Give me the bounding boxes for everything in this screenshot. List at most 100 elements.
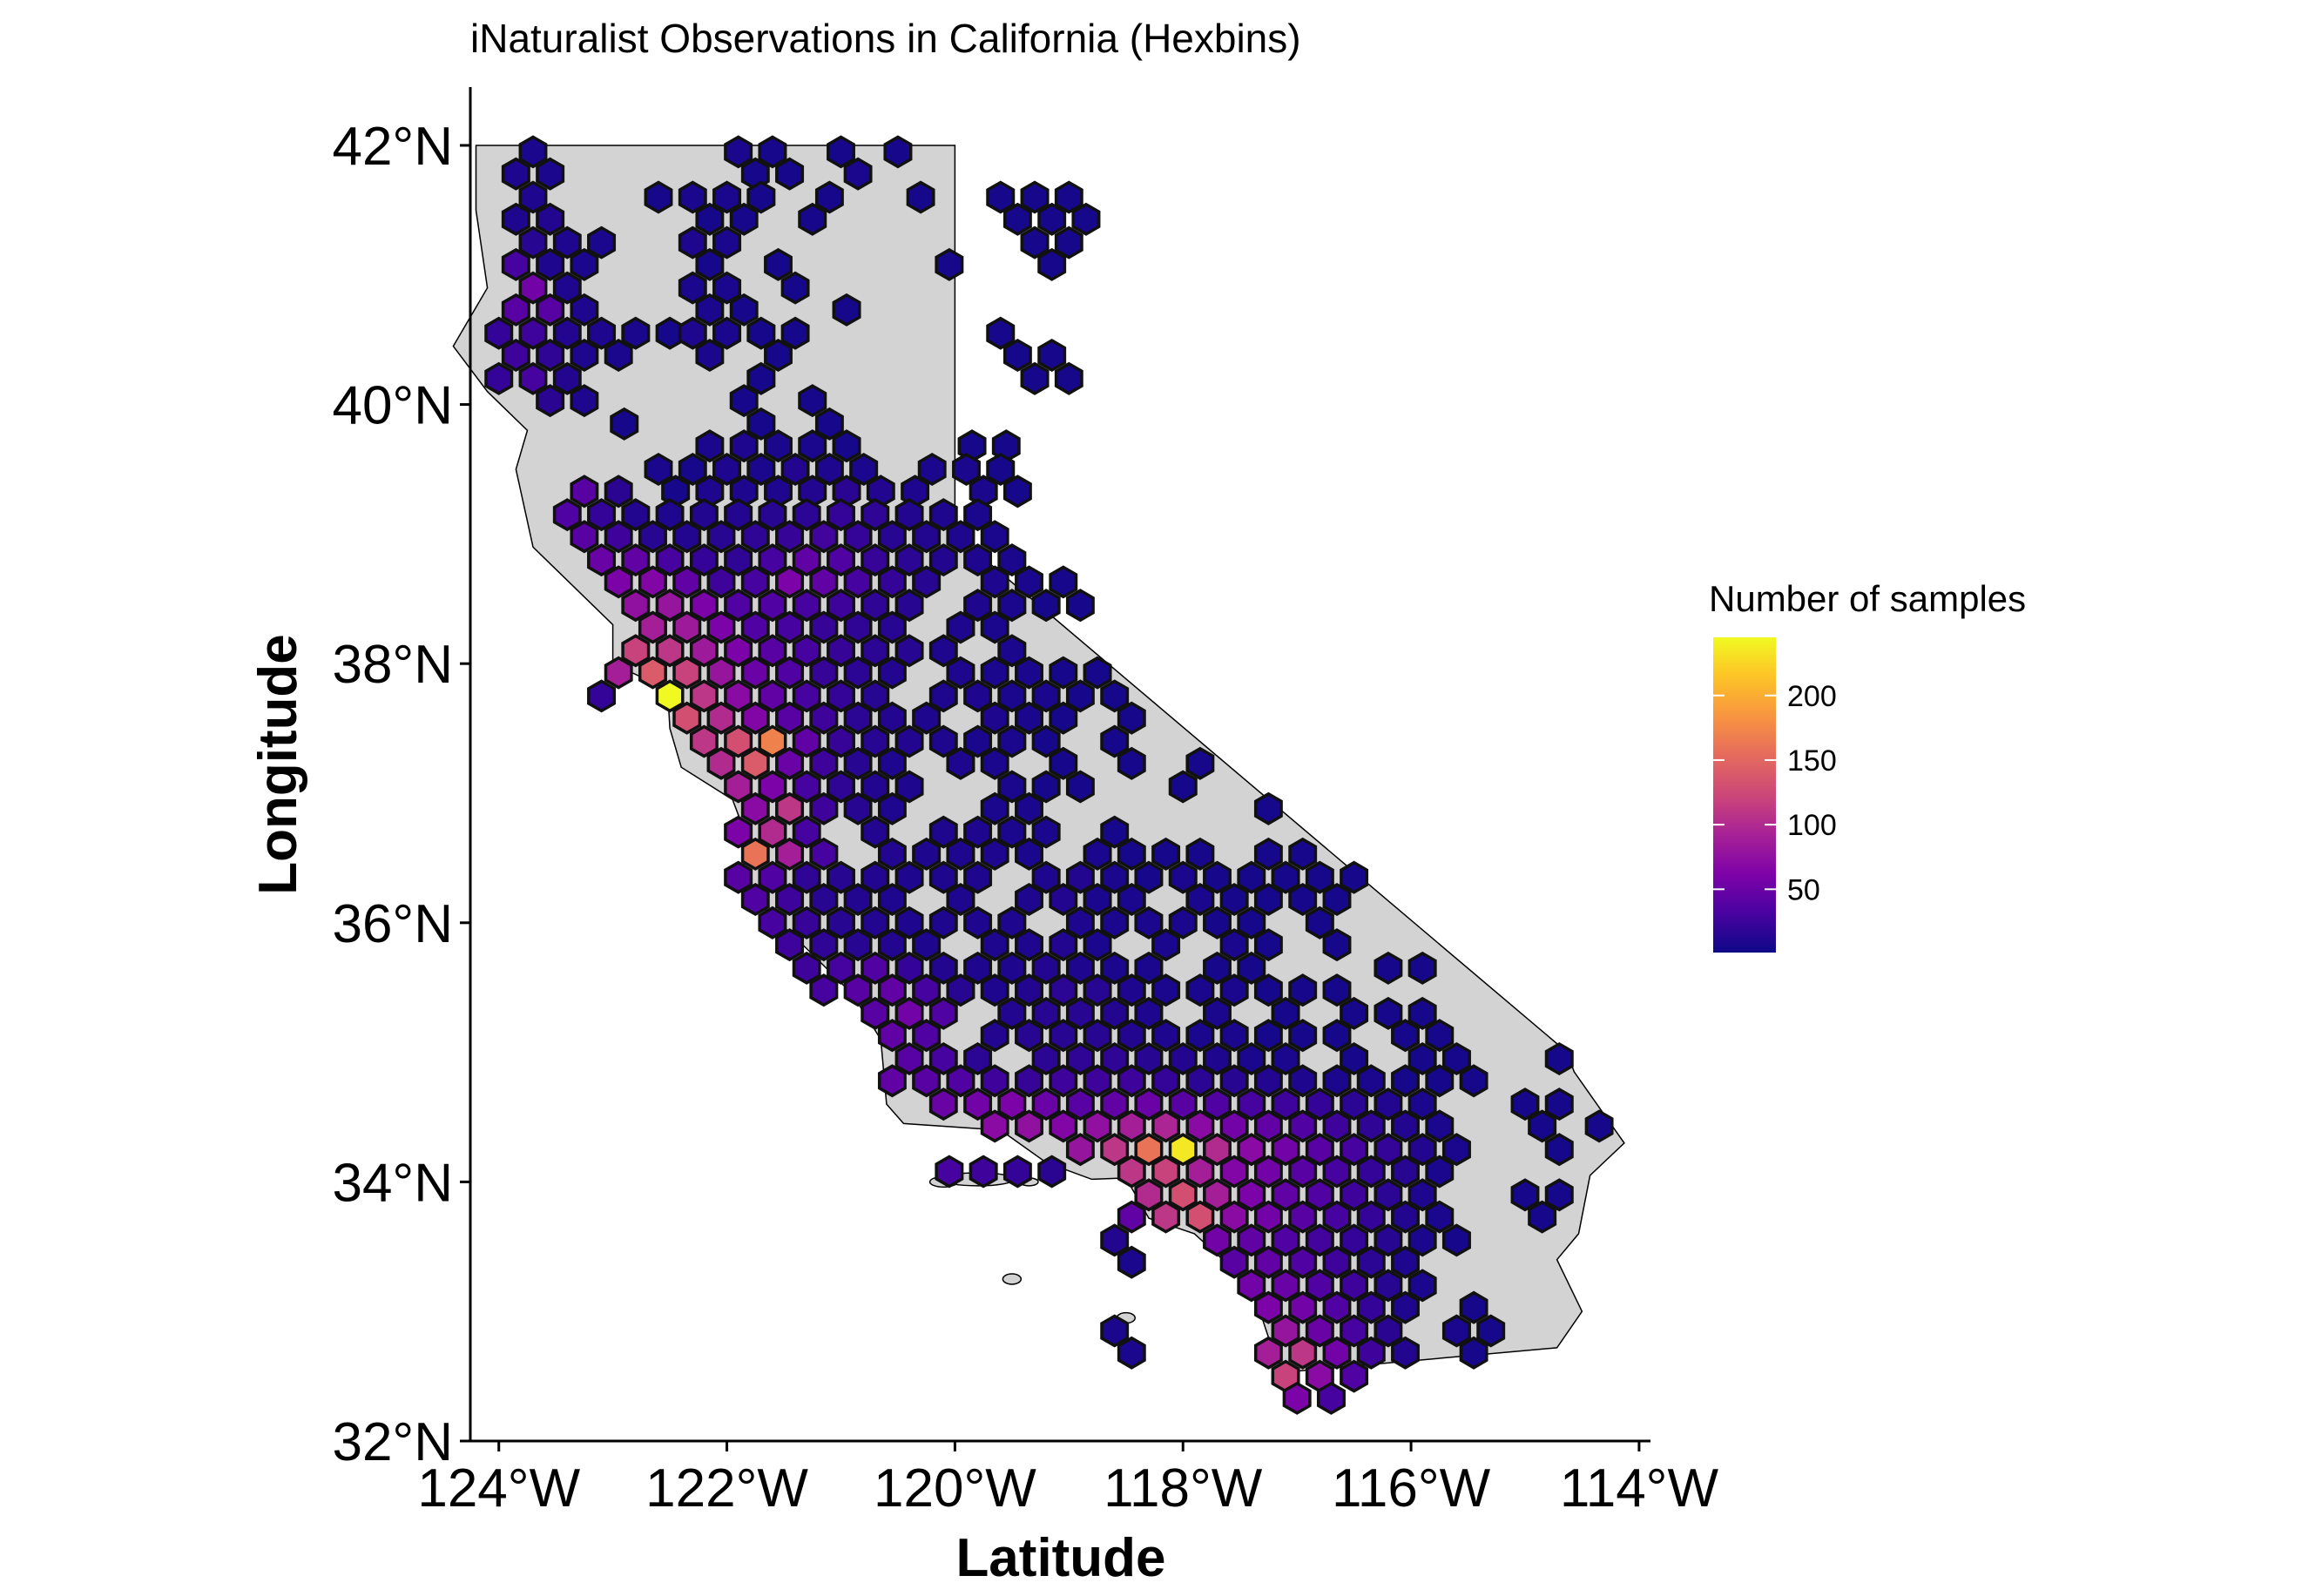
hexbin [877, 791, 907, 825]
hexbin [1185, 746, 1215, 780]
x-axis: 124°W 122°W 120°W 118°W 116°W 114°W [417, 1439, 1718, 1519]
hexbin [604, 520, 633, 554]
hexbin [843, 610, 873, 644]
hexbin [827, 589, 855, 623]
hexbin [894, 543, 924, 577]
hexbin [1305, 1088, 1334, 1121]
hexbin [1151, 1019, 1181, 1053]
hexbin [912, 1064, 942, 1098]
hexbin [1282, 1381, 1312, 1415]
hexbin [587, 226, 617, 259]
hexbin [1185, 1064, 1215, 1098]
hexbin [1391, 1064, 1420, 1098]
hexbin [724, 679, 753, 713]
hexbin [928, 1041, 958, 1076]
hexbin [946, 746, 975, 780]
hexbin [1271, 1041, 1300, 1076]
hexbin [1185, 973, 1215, 1007]
hexbin [877, 520, 907, 554]
y-tick-label: 38°N [332, 635, 453, 695]
hexbin [877, 746, 907, 780]
hexbin [729, 384, 759, 418]
hexbin [1100, 1133, 1130, 1167]
hexbin [1100, 996, 1130, 1030]
hexbin [1185, 1109, 1215, 1143]
hexbin [1288, 1019, 1318, 1053]
hexbin [1065, 770, 1095, 804]
hexbin [758, 135, 787, 169]
hexbin [1510, 1178, 1540, 1212]
hexbin [1219, 973, 1249, 1007]
hexbin [1237, 1088, 1266, 1121]
hexbin [758, 770, 787, 804]
hexbin [672, 656, 702, 690]
hexbin [604, 656, 633, 690]
hexbin [1374, 1314, 1403, 1348]
hexbin [928, 498, 958, 532]
hexbin [1117, 1155, 1146, 1189]
hexbin [672, 565, 702, 599]
y-tick-label: 40°N [332, 376, 453, 436]
hexbin [1356, 1245, 1386, 1279]
hexbin [1356, 1109, 1386, 1143]
hexbin [1049, 701, 1078, 735]
hexbin [809, 610, 839, 644]
hexbin [570, 338, 599, 373]
hexbin [861, 770, 890, 804]
hexbin [775, 520, 805, 554]
hexbin [764, 429, 793, 463]
hexbin [484, 361, 514, 395]
hexbin [1117, 1245, 1146, 1279]
hexbin [1071, 202, 1101, 236]
plot-panel [452, 135, 1625, 1415]
hexbin [1031, 815, 1061, 849]
hexbin [746, 452, 776, 487]
hexbin [912, 1019, 942, 1053]
hexbin [861, 543, 890, 577]
hexbin [1237, 951, 1266, 985]
hexbin [1340, 1359, 1369, 1393]
hexbin [501, 157, 530, 191]
hexbin [980, 656, 1009, 690]
hexbin [809, 565, 839, 599]
hexbin [644, 452, 673, 487]
hexbin [1544, 1178, 1574, 1212]
hexbin [501, 247, 530, 281]
hexbin [1271, 1088, 1300, 1121]
hexbin [1203, 1178, 1232, 1212]
hexbin [843, 746, 873, 780]
hexbin [1544, 1088, 1574, 1121]
hexbin [1203, 996, 1232, 1030]
hexbin [1340, 1041, 1369, 1076]
hexbin [1054, 180, 1083, 214]
hexbin [712, 271, 742, 305]
hexbin [518, 361, 548, 395]
hexbin [1237, 1223, 1266, 1257]
hexbin [1100, 679, 1130, 713]
hexbin [1049, 656, 1078, 690]
hexbin [678, 271, 707, 305]
hexbin [843, 701, 873, 735]
hexbin [1374, 1178, 1403, 1212]
hexbin [740, 610, 770, 644]
hexbin [1100, 815, 1130, 849]
hexbin [1065, 679, 1095, 713]
hexbin [1219, 1064, 1249, 1098]
hexbin [678, 316, 707, 350]
hexbin [1219, 1155, 1249, 1189]
hexbin [1100, 906, 1130, 939]
hexbin [695, 429, 725, 463]
hexbin [1374, 1133, 1403, 1167]
hexbin [1305, 906, 1334, 939]
hexbin [809, 746, 839, 780]
hexbin-layer [484, 135, 1614, 1415]
hexbin [1219, 1109, 1249, 1143]
hexbin [695, 293, 725, 327]
hexbin [1271, 1269, 1300, 1303]
hexbin [1020, 361, 1050, 395]
hexbin [997, 679, 1027, 713]
hexbin [775, 565, 805, 599]
hexbin [980, 610, 1009, 644]
hexbin [621, 543, 651, 577]
hexbin [1015, 565, 1043, 599]
